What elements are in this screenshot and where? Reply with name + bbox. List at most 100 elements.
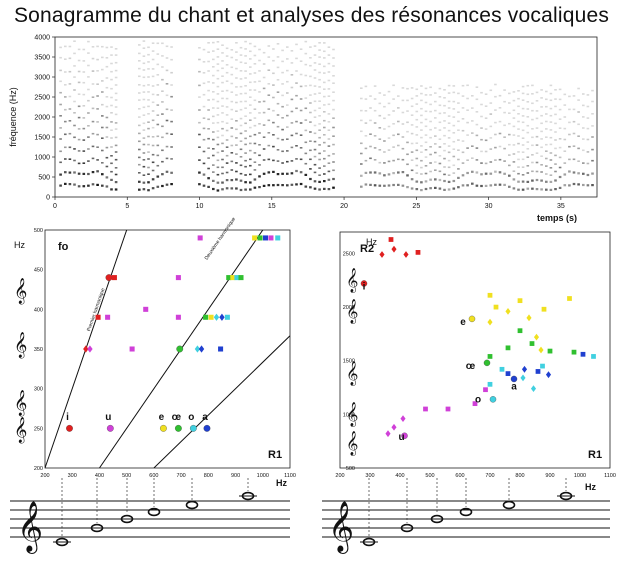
- harmonic-mark: [410, 114, 414, 116]
- harmonic-mark: [170, 95, 173, 98]
- harmonic-mark: [258, 186, 261, 189]
- harmonic-mark: [147, 113, 150, 115]
- harmonic-mark: [225, 64, 229, 66]
- data-point: [541, 306, 547, 312]
- harmonic-mark: [369, 133, 372, 135]
- x-tick-label: 1000: [257, 473, 269, 479]
- harmonic-mark: [235, 101, 238, 104]
- harmonic-mark: [452, 116, 456, 118]
- harmonic-mark: [276, 173, 280, 176]
- harmonic-mark: [239, 188, 243, 192]
- harmonic-mark: [295, 70, 298, 72]
- harmonic-mark: [207, 89, 210, 92]
- harmonic-mark: [494, 183, 497, 186]
- harmonic-mark: [230, 108, 234, 111]
- harmonic-mark: [87, 160, 90, 162]
- harmonic-mark: [364, 183, 368, 186]
- harmonic-mark: [170, 146, 173, 148]
- harmonic-mark: [138, 140, 141, 143]
- harmonic-mark: [526, 101, 530, 103]
- harmonic-mark: [531, 154, 534, 156]
- harmonic-mark: [212, 179, 215, 182]
- harmonic-mark: [526, 180, 530, 183]
- x-tick-label: 200: [335, 473, 344, 479]
- harmonic-mark: [568, 184, 571, 187]
- harmonic-mark: [276, 43, 280, 45]
- data-point: [175, 314, 181, 320]
- y-tick-label: 2500: [34, 95, 50, 102]
- harmonic-mark: [318, 144, 321, 146]
- harmonic-mark: [59, 80, 62, 83]
- harmonic-mark: [526, 148, 530, 150]
- harmonic-mark: [323, 119, 326, 122]
- harmonic-mark: [253, 152, 257, 154]
- harmonic-mark: [383, 117, 386, 120]
- harmonic-mark: [295, 158, 298, 160]
- harmonic-mark: [96, 146, 99, 148]
- harmonic-mark: [471, 170, 474, 173]
- data-point: [493, 304, 499, 310]
- harmonic-mark: [286, 92, 289, 94]
- harmonic-mark: [332, 91, 335, 93]
- harmonic-mark: [114, 144, 118, 147]
- harmonic-mark: [230, 152, 234, 154]
- harmonic-mark: [290, 146, 294, 149]
- harmonic-mark: [225, 146, 229, 148]
- harmonic-mark: [156, 53, 160, 55]
- harmonic-mark: [202, 61, 206, 63]
- harmonic-mark: [309, 84, 312, 87]
- harmonic-mark: [59, 184, 62, 187]
- harmonic-mark: [318, 129, 321, 131]
- harmonic-mark: [378, 92, 382, 94]
- harmonic-mark: [216, 93, 220, 95]
- harmonic-mark: [438, 162, 442, 165]
- harmonic-mark: [286, 69, 289, 72]
- harmonic-mark: [304, 152, 308, 155]
- harmonic-mark: [429, 110, 432, 113]
- harmonic-mark: [466, 184, 469, 187]
- r2-points: [360, 237, 596, 440]
- data-point: [401, 432, 408, 440]
- harmonic-mark: [471, 182, 474, 185]
- harmonic-mark: [323, 72, 326, 74]
- harmonic-mark: [484, 184, 488, 187]
- harmonic-mark: [466, 121, 469, 124]
- data-point: [445, 406, 451, 412]
- harmonic-mark: [249, 126, 252, 129]
- harmonic-mark: [212, 74, 215, 77]
- harmonic-mark: [59, 103, 62, 106]
- harmonic-mark: [360, 142, 363, 145]
- harmonic-mark: [498, 145, 502, 148]
- harmonic-mark: [508, 92, 511, 95]
- harmonic-mark: [549, 114, 553, 117]
- harmonic-mark: [96, 83, 99, 85]
- harmonic-mark: [295, 94, 298, 97]
- harmonic-mark: [323, 95, 326, 98]
- harmonic-mark: [73, 65, 76, 67]
- harmonic-mark: [591, 159, 594, 162]
- harmonic-mark: [313, 187, 317, 190]
- harmonic-mark: [327, 188, 331, 191]
- harmonic-mark: [480, 115, 483, 118]
- harmonic-mark: [59, 138, 62, 140]
- data-point: [505, 345, 511, 351]
- harmonic-mark: [558, 186, 562, 189]
- harmonic-mark: [82, 172, 86, 175]
- harmonic-mark: [521, 85, 525, 88]
- harmonic-mark: [230, 135, 234, 138]
- harmonic-mark: [249, 81, 252, 84]
- harmonic-mark: [110, 170, 113, 173]
- harmonic-mark: [272, 59, 275, 62]
- harmonic-mark: [59, 46, 62, 49]
- data-point: [538, 346, 544, 354]
- harmonic-mark: [87, 88, 90, 91]
- harmonic-mark: [591, 148, 594, 151]
- data-point: [510, 375, 518, 383]
- harmonic-mark: [244, 152, 247, 154]
- harmonic-mark: [558, 88, 562, 91]
- harmonic-mark: [82, 81, 86, 84]
- harmonic-mark: [267, 119, 271, 122]
- harmonic-mark: [318, 63, 321, 65]
- harmonic-mark: [110, 62, 113, 65]
- harmonic-mark: [151, 161, 155, 164]
